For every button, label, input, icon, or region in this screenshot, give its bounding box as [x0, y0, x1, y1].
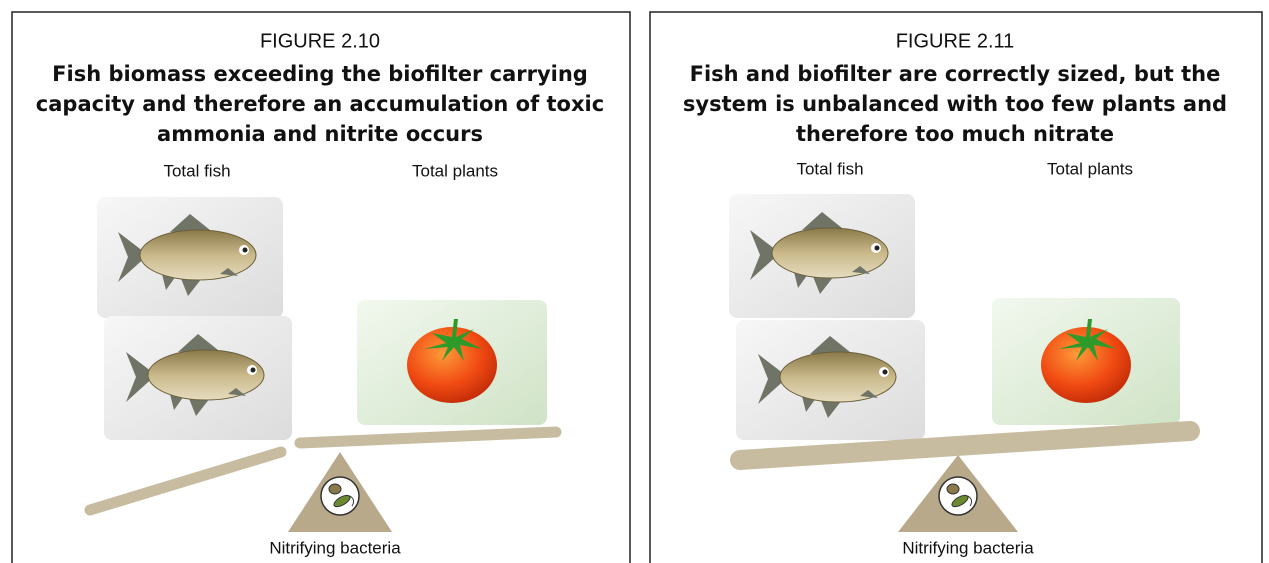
figure-label: FIGURE 2.10: [260, 30, 380, 52]
figure: FIGURE 2.10 Fish biomass exceeding the b…: [36, 30, 604, 557]
page: FIGURE 2.10 Fish biomass exceeding the b…: [0, 0, 1269, 563]
plants-label: Total plants: [412, 161, 498, 180]
plants-label: Total plants: [1047, 159, 1133, 178]
figure-title: system is unbalanced with too few plants…: [683, 92, 1227, 116]
bacteria-label: Nitrifying bacteria: [902, 538, 1034, 557]
figure-pair: FIGURE 2.10 Fish biomass exceeding the b…: [0, 0, 1269, 563]
bacteria-icon: [939, 477, 977, 515]
bacteria-icon: [321, 477, 359, 515]
figure-title: capacity and therefore an accumulation o…: [36, 92, 604, 116]
beam: [300, 432, 556, 443]
figure-title: Fish and biofilter are correctly sized, …: [690, 62, 1221, 86]
beam: [90, 452, 281, 510]
figure: FIGURE 2.11 Fish and biofilter are corre…: [683, 30, 1227, 557]
figure-title: Fish biomass exceeding the biofilter car…: [52, 62, 588, 86]
figure-title: therefore too much nitrate: [796, 122, 1114, 146]
bacteria-label: Nitrifying bacteria: [269, 538, 401, 557]
figure-label: FIGURE 2.11: [896, 30, 1015, 52]
fish-label: Total fish: [163, 161, 230, 180]
figure-title: ammonia and nitrite occurs: [157, 122, 483, 146]
fish-label: Total fish: [796, 159, 863, 178]
